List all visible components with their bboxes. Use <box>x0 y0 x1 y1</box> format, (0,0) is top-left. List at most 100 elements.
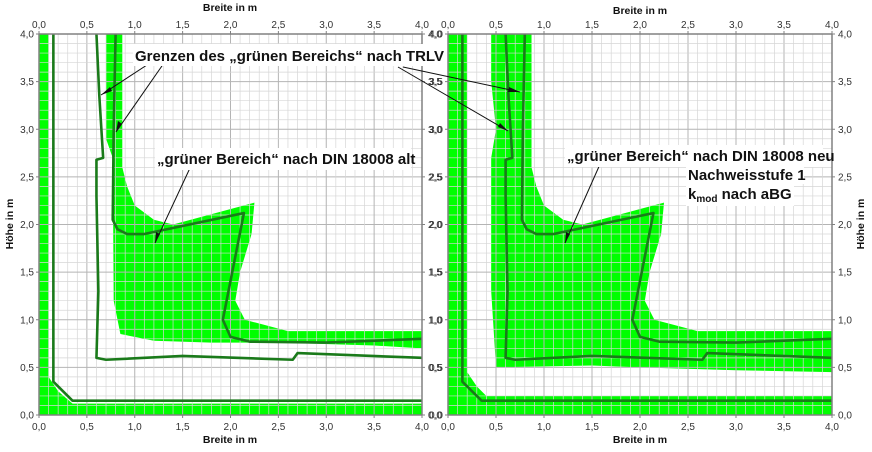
arrow-din-alt <box>154 167 191 244</box>
x-tick-label-top: 4,0 <box>825 20 839 31</box>
trlv-boundary-line <box>111 33 423 344</box>
x-tick-label-bottom: 3,0 <box>319 422 333 433</box>
x-tick-label-bottom: 0,0 <box>32 422 46 433</box>
y-tick-label-right: 4,0 <box>838 30 852 41</box>
x-tick-label-bottom: 0,0 <box>441 422 455 433</box>
right-bottom-x-axis-title: Breite in m <box>613 434 667 446</box>
arrow-din-neu <box>564 161 602 244</box>
green-region <box>491 34 832 373</box>
x-tick-label-bottom: 1,5 <box>176 422 190 433</box>
x-tick-label-top: 2,5 <box>271 20 285 31</box>
x-tick-label-top: 3,0 <box>729 20 743 31</box>
right-y-axis-title: Höhe in m <box>855 199 867 250</box>
right-chart-panel: 0,00,00,50,51,01,01,51,52,02,02,52,53,03… <box>429 20 852 433</box>
trlv-boundary-line <box>95 33 423 362</box>
x-tick-label-top: 1,0 <box>537 20 551 31</box>
arrowhead-icon <box>155 232 160 243</box>
y-tick-label-left: 2,5 <box>429 172 443 183</box>
arrowhead-icon <box>565 232 570 243</box>
left-top-x-axis-title: Breite in m <box>203 2 257 14</box>
y-tick-label-left: 4,0 <box>20 30 34 41</box>
x-tick-label-top: 3,5 <box>367 20 381 31</box>
y-tick-label-left: 4,0 <box>429 30 443 41</box>
y-tick-label-right: 0,5 <box>428 363 442 374</box>
annotation-din-neu: „grüner Bereich“ nach DIN 18008 neu <box>567 148 835 165</box>
arrowhead-icon <box>101 87 112 95</box>
x-tick-label-top: 2,0 <box>224 20 238 31</box>
annot-neu-bg-3 <box>686 184 794 206</box>
x-tick-label-top: 2,5 <box>681 20 695 31</box>
y-tick-label-left: 3,0 <box>429 125 443 136</box>
annotation-trlv: Grenzen des „grünen Bereichs“ nach TRLV <box>135 48 444 65</box>
trlv-boundary-line <box>52 34 422 403</box>
x-tick-label-bottom: 0,5 <box>80 422 94 433</box>
annotation-kmod: kmod nach aBG <box>688 186 792 205</box>
annot-trlv-bg <box>133 44 423 66</box>
y-tick-label-right: 3,5 <box>838 77 852 88</box>
y-tick-label-right: 3,0 <box>838 125 852 136</box>
x-tick-label-bottom: 3,0 <box>729 422 743 433</box>
x-tick-label-bottom: 2,5 <box>271 422 285 433</box>
x-tick-label-bottom: 1,0 <box>128 422 142 433</box>
y-tick-label-right: 2,5 <box>428 172 442 183</box>
arrow-trlv-left-2 <box>115 62 165 133</box>
y-tick-label-left: 1,5 <box>20 268 34 279</box>
x-tick-label-top: 0,0 <box>441 20 455 31</box>
y-tick-label-left: 3,5 <box>429 77 443 88</box>
arrowhead-icon <box>498 123 508 131</box>
x-tick-label-top: 0,5 <box>489 20 503 31</box>
x-tick-label-bottom: 2,5 <box>681 422 695 433</box>
y-tick-label-right: 3,5 <box>428 77 442 88</box>
x-tick-label-top: 3,0 <box>319 20 333 31</box>
left-y-axis-title: Höhe in m <box>4 199 16 250</box>
y-tick-label-right: 0,0 <box>838 411 852 422</box>
arrowhead-icon <box>116 121 122 132</box>
x-tick-label-bottom: 4,0 <box>825 422 839 433</box>
y-tick-label-left: 0,5 <box>20 363 34 374</box>
annotation-arrows <box>100 62 602 244</box>
y-tick-label-left: 1,0 <box>20 315 34 326</box>
right-top-x-axis-title: Breite in m <box>613 5 667 17</box>
y-tick-label-right: 3,0 <box>428 125 442 136</box>
y-tick-label-right: 2,5 <box>838 172 852 183</box>
y-tick-label-right: 4,0 <box>428 30 442 41</box>
arrow-trlv-right-1 <box>402 66 521 93</box>
y-tick-label-right: 2,0 <box>428 220 442 231</box>
x-tick-label-top: 0,5 <box>80 20 94 31</box>
y-tick-label-right: 0,5 <box>838 363 852 374</box>
kmod-rest: nach aBG <box>717 186 791 203</box>
y-tick-label-left: 2,5 <box>20 172 34 183</box>
annot-neu-bg-1 <box>565 145 823 167</box>
kmod-k: k <box>688 186 697 203</box>
y-tick-label-right: 1,5 <box>428 268 442 279</box>
annot-alt-bg <box>155 148 411 170</box>
y-tick-label-left: 3,5 <box>20 77 34 88</box>
y-tick-label-left: 0,0 <box>429 411 443 422</box>
x-tick-label-bottom: 3,5 <box>777 422 791 433</box>
x-tick-label-bottom: 3,5 <box>367 422 381 433</box>
trlv-boundary-line <box>461 34 832 403</box>
green-region <box>106 34 423 349</box>
arrowhead-icon <box>508 87 520 92</box>
left-bottom-x-axis-title: Breite in m <box>203 434 257 446</box>
x-tick-label-top: 1,5 <box>176 20 190 31</box>
x-tick-label-bottom: 1,5 <box>585 422 599 433</box>
x-tick-label-top: 1,5 <box>585 20 599 31</box>
annotation-nachweisstufe: Nachweisstufe 1 <box>688 167 806 184</box>
y-tick-label-left: 0,5 <box>429 363 443 374</box>
y-tick-label-right: 1,0 <box>428 315 442 326</box>
arrow-trlv-right-2 <box>397 66 509 132</box>
x-tick-label-top: 0,0 <box>32 20 46 31</box>
y-tick-label-left: 0,0 <box>20 411 34 422</box>
y-tick-label-left: 2,0 <box>20 220 34 231</box>
y-tick-label-right: 2,0 <box>838 220 852 231</box>
x-tick-label-top: 3,5 <box>777 20 791 31</box>
x-tick-label-top: 4,0 <box>415 20 429 31</box>
y-tick-label-right: 0,0 <box>428 411 442 422</box>
x-tick-label-top: 2,0 <box>633 20 647 31</box>
x-tick-label-bottom: 0,5 <box>489 422 503 433</box>
y-tick-label-right: 1,5 <box>838 268 852 279</box>
annot-neu-bg-2 <box>686 164 804 184</box>
annotation-din-alt: „grüner Bereich“ nach DIN 18008 alt <box>157 151 415 168</box>
